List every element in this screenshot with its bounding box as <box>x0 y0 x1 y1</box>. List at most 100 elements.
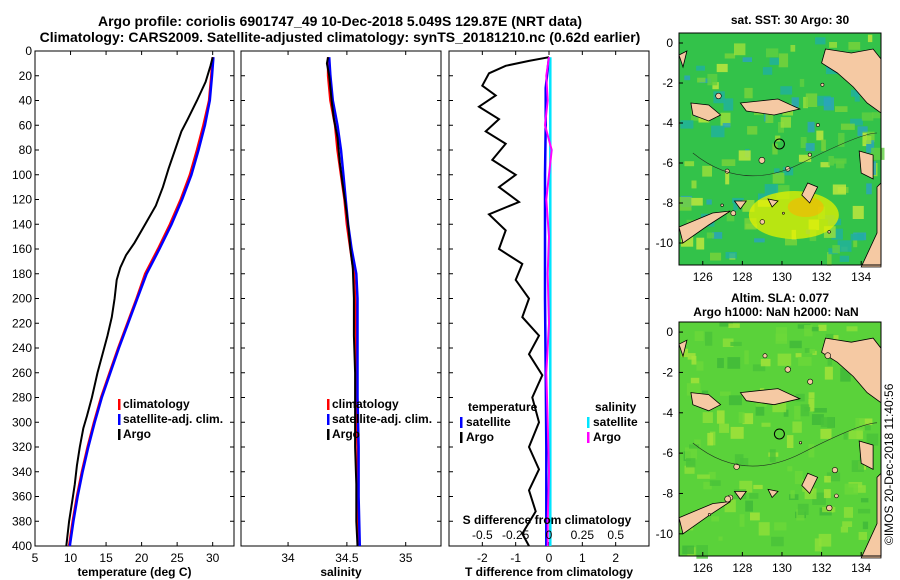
map-texture-cell <box>738 411 745 424</box>
legend-swatch <box>118 399 121 410</box>
map-texture-cell <box>792 421 802 433</box>
map-texture-cell <box>794 405 801 420</box>
y-tick-label: 160 <box>12 242 32 256</box>
x-tick-label: 5 <box>32 551 39 565</box>
island <box>827 230 831 234</box>
land-mass <box>678 339 688 358</box>
s-tick-label: 0.5 <box>607 528 624 542</box>
map-texture-cell <box>832 245 840 254</box>
map-texture-cell <box>820 417 834 428</box>
map-texture-cell <box>866 140 875 153</box>
map-texture-cell <box>860 422 871 431</box>
map-texture-cell <box>795 353 802 358</box>
land-mass <box>678 210 731 244</box>
map-texture-cell <box>854 92 860 102</box>
island <box>730 210 737 216</box>
map-texture-cell <box>848 42 861 50</box>
map-texture-cell <box>684 75 691 81</box>
map-texture-cell <box>862 521 869 530</box>
map-texture-cell <box>846 326 858 332</box>
map-texture-cell <box>791 97 799 108</box>
difference-panel: -2 -1 0 1 2T difference from climatology temp… <box>448 50 650 579</box>
land-mass <box>733 200 748 210</box>
argo-location-marker <box>773 138 785 150</box>
legend-label: satellite-adj. clim. <box>123 412 223 426</box>
map-texture-cell <box>730 341 742 346</box>
map-texture-cell <box>775 327 788 341</box>
map-texture-cell <box>853 485 866 493</box>
argo-location-marker <box>773 428 785 440</box>
y-tick-label: 100 <box>12 168 32 182</box>
map-texture-cell <box>811 414 824 425</box>
map-texture-cell <box>727 357 741 369</box>
map-texture-cell <box>804 325 813 337</box>
map-frame <box>678 321 882 557</box>
map-y-tick-label: -4 <box>662 116 673 130</box>
map-texture-cell <box>826 472 841 482</box>
x-axis-label: T difference from climatology <box>465 565 633 579</box>
island <box>834 493 839 499</box>
island <box>762 353 768 359</box>
x-axis-label: salinity <box>320 565 362 579</box>
series-line-argo <box>325 57 359 547</box>
map-texture-cell <box>696 545 708 559</box>
map-texture-cell <box>774 168 780 176</box>
y-tick-label: 320 <box>12 440 32 454</box>
map-texture-cell <box>794 471 803 485</box>
series-line-t-argo <box>477 56 550 547</box>
map-texture-cell <box>831 228 843 240</box>
legend-swatch <box>118 429 121 440</box>
map-texture-cell <box>712 82 719 90</box>
map-texture-cell <box>686 383 701 396</box>
map-texture-cell <box>821 139 826 152</box>
x-tick-label: -1 <box>510 551 521 565</box>
map-texture-cell <box>818 533 832 547</box>
map-texture-cell <box>730 426 744 439</box>
x-tick-label: 10 <box>64 551 78 565</box>
map-texture-cell <box>823 489 831 499</box>
map-texture-cell <box>696 361 704 371</box>
map-texture-cell <box>702 165 712 177</box>
map-texture-cell <box>686 458 696 468</box>
island <box>784 366 791 373</box>
island <box>759 219 765 225</box>
island <box>707 513 711 517</box>
map-y-tick-label: -4 <box>662 406 673 420</box>
x-tick-label: 34 <box>281 551 295 565</box>
map-texture-cell <box>760 358 771 367</box>
map-texture-cell <box>687 353 696 360</box>
map-texture-cell <box>814 538 822 552</box>
map-texture-cell <box>694 331 704 341</box>
map-texture-cell <box>862 136 872 144</box>
y-tick-label: 260 <box>12 366 32 380</box>
map-texture-cell <box>858 532 867 540</box>
map-texture-cell <box>738 150 751 161</box>
land-mass <box>860 472 882 559</box>
map-texture-cell <box>785 237 797 246</box>
land-mass <box>733 490 748 501</box>
map-texture-cell <box>805 143 815 152</box>
island <box>816 123 820 127</box>
map-x-tick-label: 134 <box>851 561 871 575</box>
sst-map-title: sat. SST: 30 Argo: 30 <box>731 13 850 27</box>
map-texture-cell <box>720 112 731 127</box>
map-texture-cell <box>867 34 873 43</box>
x-tick-label: 30 <box>206 551 220 565</box>
map-texture-cell <box>691 180 697 189</box>
map-texture-cell <box>726 210 735 222</box>
legend-label: Argo <box>466 430 494 444</box>
y-tick-label: 400 <box>12 539 32 553</box>
map-texture-cell <box>734 43 746 56</box>
map-texture-cell <box>843 433 848 440</box>
legend-label: climatology <box>332 397 399 411</box>
series-line-s-argo <box>543 57 553 546</box>
y-tick-label: 360 <box>12 490 32 504</box>
map-texture-cell <box>866 183 872 195</box>
map-texture-cell <box>698 117 710 123</box>
y-tick-label: 40 <box>19 94 33 108</box>
map-x-tick-label: 128 <box>732 270 752 284</box>
land-mass <box>858 440 874 470</box>
map-texture-cell <box>840 367 851 382</box>
map-texture-cell <box>724 53 736 59</box>
